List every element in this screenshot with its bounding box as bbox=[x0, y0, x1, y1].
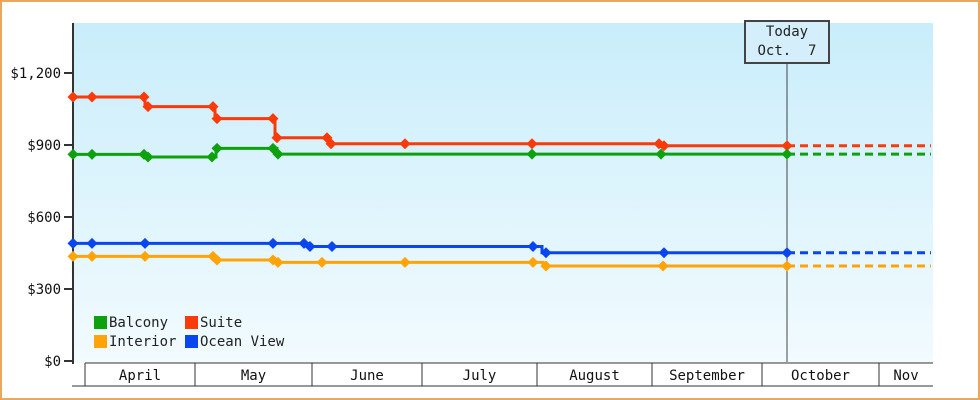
series-marker-balcony bbox=[781, 148, 793, 160]
series-marker-suite bbox=[267, 113, 279, 125]
series-marker-suite bbox=[325, 138, 337, 150]
series-marker-suite bbox=[86, 91, 98, 103]
series-marker-ocean-view bbox=[527, 241, 539, 253]
y-tick-label: $1,200 bbox=[10, 66, 61, 82]
series-marker-balcony bbox=[211, 142, 223, 154]
series-marker-balcony bbox=[526, 148, 538, 160]
legend-label: Ocean View bbox=[200, 333, 285, 350]
series-marker-ocean-view bbox=[658, 247, 670, 259]
series-marker-ocean-view bbox=[86, 237, 98, 249]
legend-item-interior: Interior bbox=[94, 332, 185, 351]
y-tick-label: $300 bbox=[27, 282, 61, 298]
y-tick-label: $600 bbox=[27, 210, 61, 226]
series-marker-suite bbox=[142, 101, 154, 113]
legend-item-suite: Suite bbox=[185, 313, 284, 332]
series-marker-balcony bbox=[86, 148, 98, 160]
y-tick-label: $900 bbox=[27, 138, 61, 154]
legend-swatch-icon bbox=[94, 335, 107, 348]
y-tick-label: $0 bbox=[44, 354, 61, 370]
series-marker-interior bbox=[540, 260, 552, 272]
series-marker-interior bbox=[657, 260, 669, 272]
series-marker-balcony bbox=[272, 148, 284, 160]
series-marker-ocean-view bbox=[304, 241, 316, 253]
legend-swatch-icon bbox=[185, 316, 198, 329]
today-marker-box: Today Oct. 7 bbox=[744, 20, 830, 64]
series-marker-interior bbox=[527, 256, 539, 268]
month-label-april: April bbox=[119, 368, 161, 384]
month-label-august: August bbox=[569, 368, 620, 384]
series-marker-suite bbox=[138, 91, 150, 103]
series-marker-suite bbox=[526, 138, 538, 150]
series-marker-interior bbox=[86, 250, 98, 262]
series-marker-balcony bbox=[142, 151, 154, 163]
series-marker-interior bbox=[316, 256, 328, 268]
legend-label: Interior bbox=[109, 333, 177, 350]
plot-background bbox=[73, 23, 933, 363]
legend-swatch-icon bbox=[94, 316, 107, 329]
series-marker-ocean-view bbox=[67, 237, 79, 249]
series-marker-suite bbox=[207, 101, 219, 113]
series-marker-suite bbox=[658, 140, 670, 152]
legend-label: Balcony bbox=[109, 314, 169, 331]
month-label-june: June bbox=[350, 368, 384, 384]
series-marker-ocean-view bbox=[540, 247, 552, 259]
series-marker-balcony bbox=[206, 151, 218, 163]
series-marker-suite bbox=[67, 91, 79, 103]
legend-swatch-icon bbox=[185, 335, 198, 348]
legend: Balcony Suite Interior Ocean View bbox=[94, 313, 284, 351]
series-marker-suite bbox=[271, 132, 283, 144]
month-label-october: October bbox=[791, 368, 850, 384]
legend-label: Suite bbox=[200, 314, 243, 331]
today-date: Oct. 7 bbox=[757, 43, 817, 59]
month-label-july: July bbox=[463, 368, 497, 384]
series-marker-interior bbox=[67, 250, 79, 262]
series-marker-ocean-view bbox=[326, 241, 338, 253]
series-marker-suite bbox=[399, 138, 411, 150]
month-label-september: September bbox=[669, 368, 745, 384]
series-marker-suite bbox=[781, 140, 793, 152]
series-marker-balcony bbox=[67, 148, 79, 160]
series-marker-interior bbox=[139, 250, 151, 262]
legend-item-balcony: Balcony bbox=[94, 313, 185, 332]
series-marker-interior bbox=[781, 260, 793, 272]
legend-item-ocean-view: Ocean View bbox=[185, 332, 284, 351]
series-marker-interior bbox=[399, 256, 411, 268]
series-marker-interior bbox=[272, 256, 284, 268]
series-marker-ocean-view bbox=[267, 237, 279, 249]
series-marker-balcony bbox=[655, 148, 667, 160]
series-marker-ocean-view bbox=[781, 247, 793, 259]
today-label: Today bbox=[765, 24, 809, 40]
month-label-may: May bbox=[241, 368, 266, 384]
series-marker-suite bbox=[211, 113, 223, 125]
month-label-nov: Nov bbox=[893, 368, 918, 384]
series-marker-ocean-view bbox=[139, 237, 151, 249]
